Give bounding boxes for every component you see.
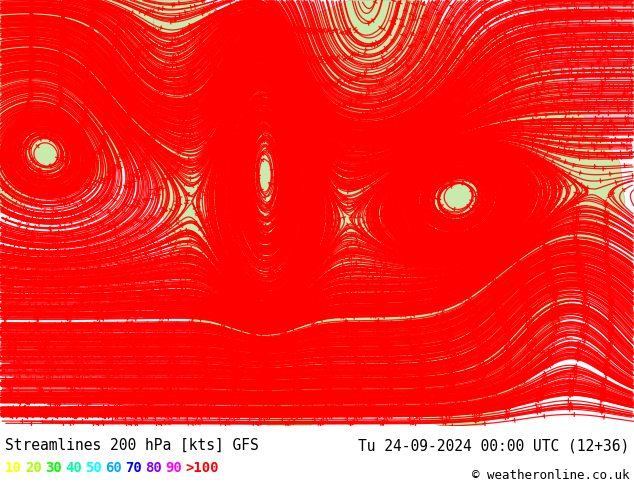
Text: >100: >100	[185, 461, 219, 475]
Polygon shape	[0, 0, 155, 213]
Text: 50: 50	[85, 461, 101, 475]
Text: Tu 24-09-2024 00:00 UTC (12+36): Tu 24-09-2024 00:00 UTC (12+36)	[358, 438, 629, 453]
Text: 30: 30	[45, 461, 61, 475]
Text: 40: 40	[65, 461, 82, 475]
Text: 90: 90	[165, 461, 182, 475]
Polygon shape	[530, 0, 634, 132]
Text: 80: 80	[145, 461, 162, 475]
Text: 60: 60	[105, 461, 122, 475]
Text: © weatheronline.co.uk: © weatheronline.co.uk	[472, 469, 629, 482]
Polygon shape	[148, 0, 625, 426]
Text: Streamlines 200 hPa [kts] GFS: Streamlines 200 hPa [kts] GFS	[5, 438, 259, 453]
Text: 20: 20	[25, 461, 42, 475]
Text: 10: 10	[5, 461, 22, 475]
Text: 70: 70	[125, 461, 142, 475]
